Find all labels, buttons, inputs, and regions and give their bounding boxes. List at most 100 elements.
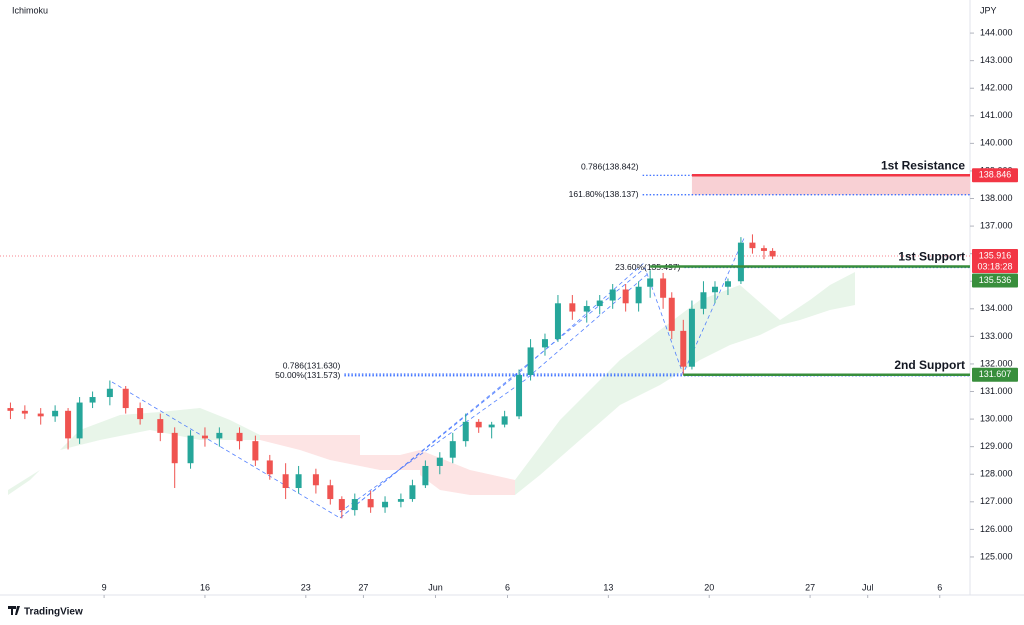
candle-body (201, 435, 208, 439)
y-tick-label: 138.000 (980, 193, 1013, 203)
candle-body (737, 242, 744, 282)
price-tag (972, 367, 1018, 382)
candle-body (137, 408, 144, 420)
y-tick-label: 131.000 (980, 386, 1013, 396)
candle-body (236, 432, 243, 442)
candle-body (52, 410, 59, 417)
candle-body (622, 289, 629, 304)
price-tag-label: 131.607 (979, 369, 1012, 379)
x-tick-label: 13 (603, 582, 613, 592)
candle-body (724, 281, 731, 287)
y-tick-label: 132.000 (980, 358, 1013, 368)
price-tag-label: 138.846 (979, 170, 1012, 180)
x-tick-label: Jun (428, 582, 443, 592)
candle-body (252, 441, 259, 461)
candle-body (569, 303, 576, 312)
candle-body (462, 421, 469, 442)
candle-body (351, 499, 358, 511)
y-tick-label: 133.000 (980, 331, 1013, 341)
y-tick-label: 126.000 (980, 524, 1013, 534)
resistance-zone (691, 175, 970, 195)
x-tick-label: 16 (200, 582, 210, 592)
candle-body (436, 457, 443, 466)
y-tick-label: 140.000 (980, 138, 1013, 148)
price-tag (972, 273, 1018, 288)
brand-logo (8, 606, 20, 615)
countdown-label: 03:18:28 (977, 261, 1012, 271)
candle-body (37, 413, 44, 417)
x-tick-label: 20 (704, 582, 714, 592)
x-tick-label: Jul (862, 582, 874, 592)
candle-body (688, 308, 695, 367)
candle-body (282, 474, 289, 489)
brand: TradingView (24, 607, 83, 618)
candle-body (449, 441, 456, 458)
pattern-line (339, 271, 651, 513)
y-tick-label: 143.000 (980, 55, 1013, 65)
current-price-label: 135.916 (979, 250, 1012, 260)
candle-body (660, 278, 667, 298)
candle-body (596, 300, 603, 307)
candle-body (65, 410, 72, 439)
candle-body (295, 474, 302, 489)
candle-body (501, 416, 508, 425)
candle-body (609, 289, 616, 301)
candle-body (647, 278, 654, 287)
candle-body (106, 388, 113, 398)
candle-body (338, 499, 345, 511)
cloud-bear (420, 450, 515, 495)
y-tick-label: 142.000 (980, 83, 1013, 93)
candle-body (769, 250, 776, 257)
x-tick-label: 9 (102, 582, 107, 592)
x-tick-label: 6 (505, 582, 510, 592)
candle-body (89, 397, 96, 403)
y-tick-label: 125.000 (980, 551, 1013, 561)
level-name: 1st Resistance (881, 158, 965, 172)
x-tick-label: 27 (358, 582, 368, 592)
fib-label: 0.786(131.630) (283, 360, 341, 370)
ichimoku-cloud (8, 272, 855, 495)
cloud-bull (515, 272, 855, 495)
fib-label: 50.00%(131.573) (275, 370, 340, 380)
candle-body (422, 465, 429, 486)
candle-body (475, 421, 482, 428)
candle-body (312, 474, 319, 486)
pattern-line (111, 235, 746, 519)
candle-body (488, 424, 495, 428)
candle-body (516, 374, 523, 417)
x-tick-label: 27 (805, 582, 815, 592)
candle-body (668, 297, 675, 331)
indicator-name: Ichimoku (12, 5, 48, 15)
candle-body (749, 242, 756, 249)
y-tick-label: 128.000 (980, 469, 1013, 479)
candle-body (409, 485, 416, 500)
y-tick-label: 144.000 (980, 27, 1013, 37)
candle-body (76, 402, 83, 439)
y-tick-label: 134.000 (980, 303, 1013, 313)
price-tag (972, 168, 1018, 183)
fib-label: 161.80%(138.137) (569, 189, 639, 199)
y-tick-label: 129.000 (980, 441, 1013, 451)
cloud-bull (8, 408, 260, 495)
currency: JPY (980, 5, 997, 15)
fib-label: 23.60%(135.497) (615, 262, 680, 272)
candle-body (266, 460, 273, 475)
candle-body (187, 435, 194, 464)
x-tick-label: 6 (937, 582, 942, 592)
candle-body (700, 292, 707, 309)
candle-body (157, 419, 164, 433)
y-tick-label: 141.000 (980, 110, 1013, 120)
y-tick-label: 127.000 (980, 496, 1013, 506)
candle-body (541, 339, 548, 348)
candle-body (327, 485, 334, 500)
y-tick-label: 137.000 (980, 220, 1013, 230)
level-name: 2nd Support (894, 358, 965, 372)
candle-body (382, 501, 389, 508)
current-price-tag (972, 248, 1018, 273)
candle-body (711, 286, 718, 293)
candle-body (7, 408, 14, 411)
candle-body (122, 388, 129, 409)
candle-body (216, 432, 223, 439)
